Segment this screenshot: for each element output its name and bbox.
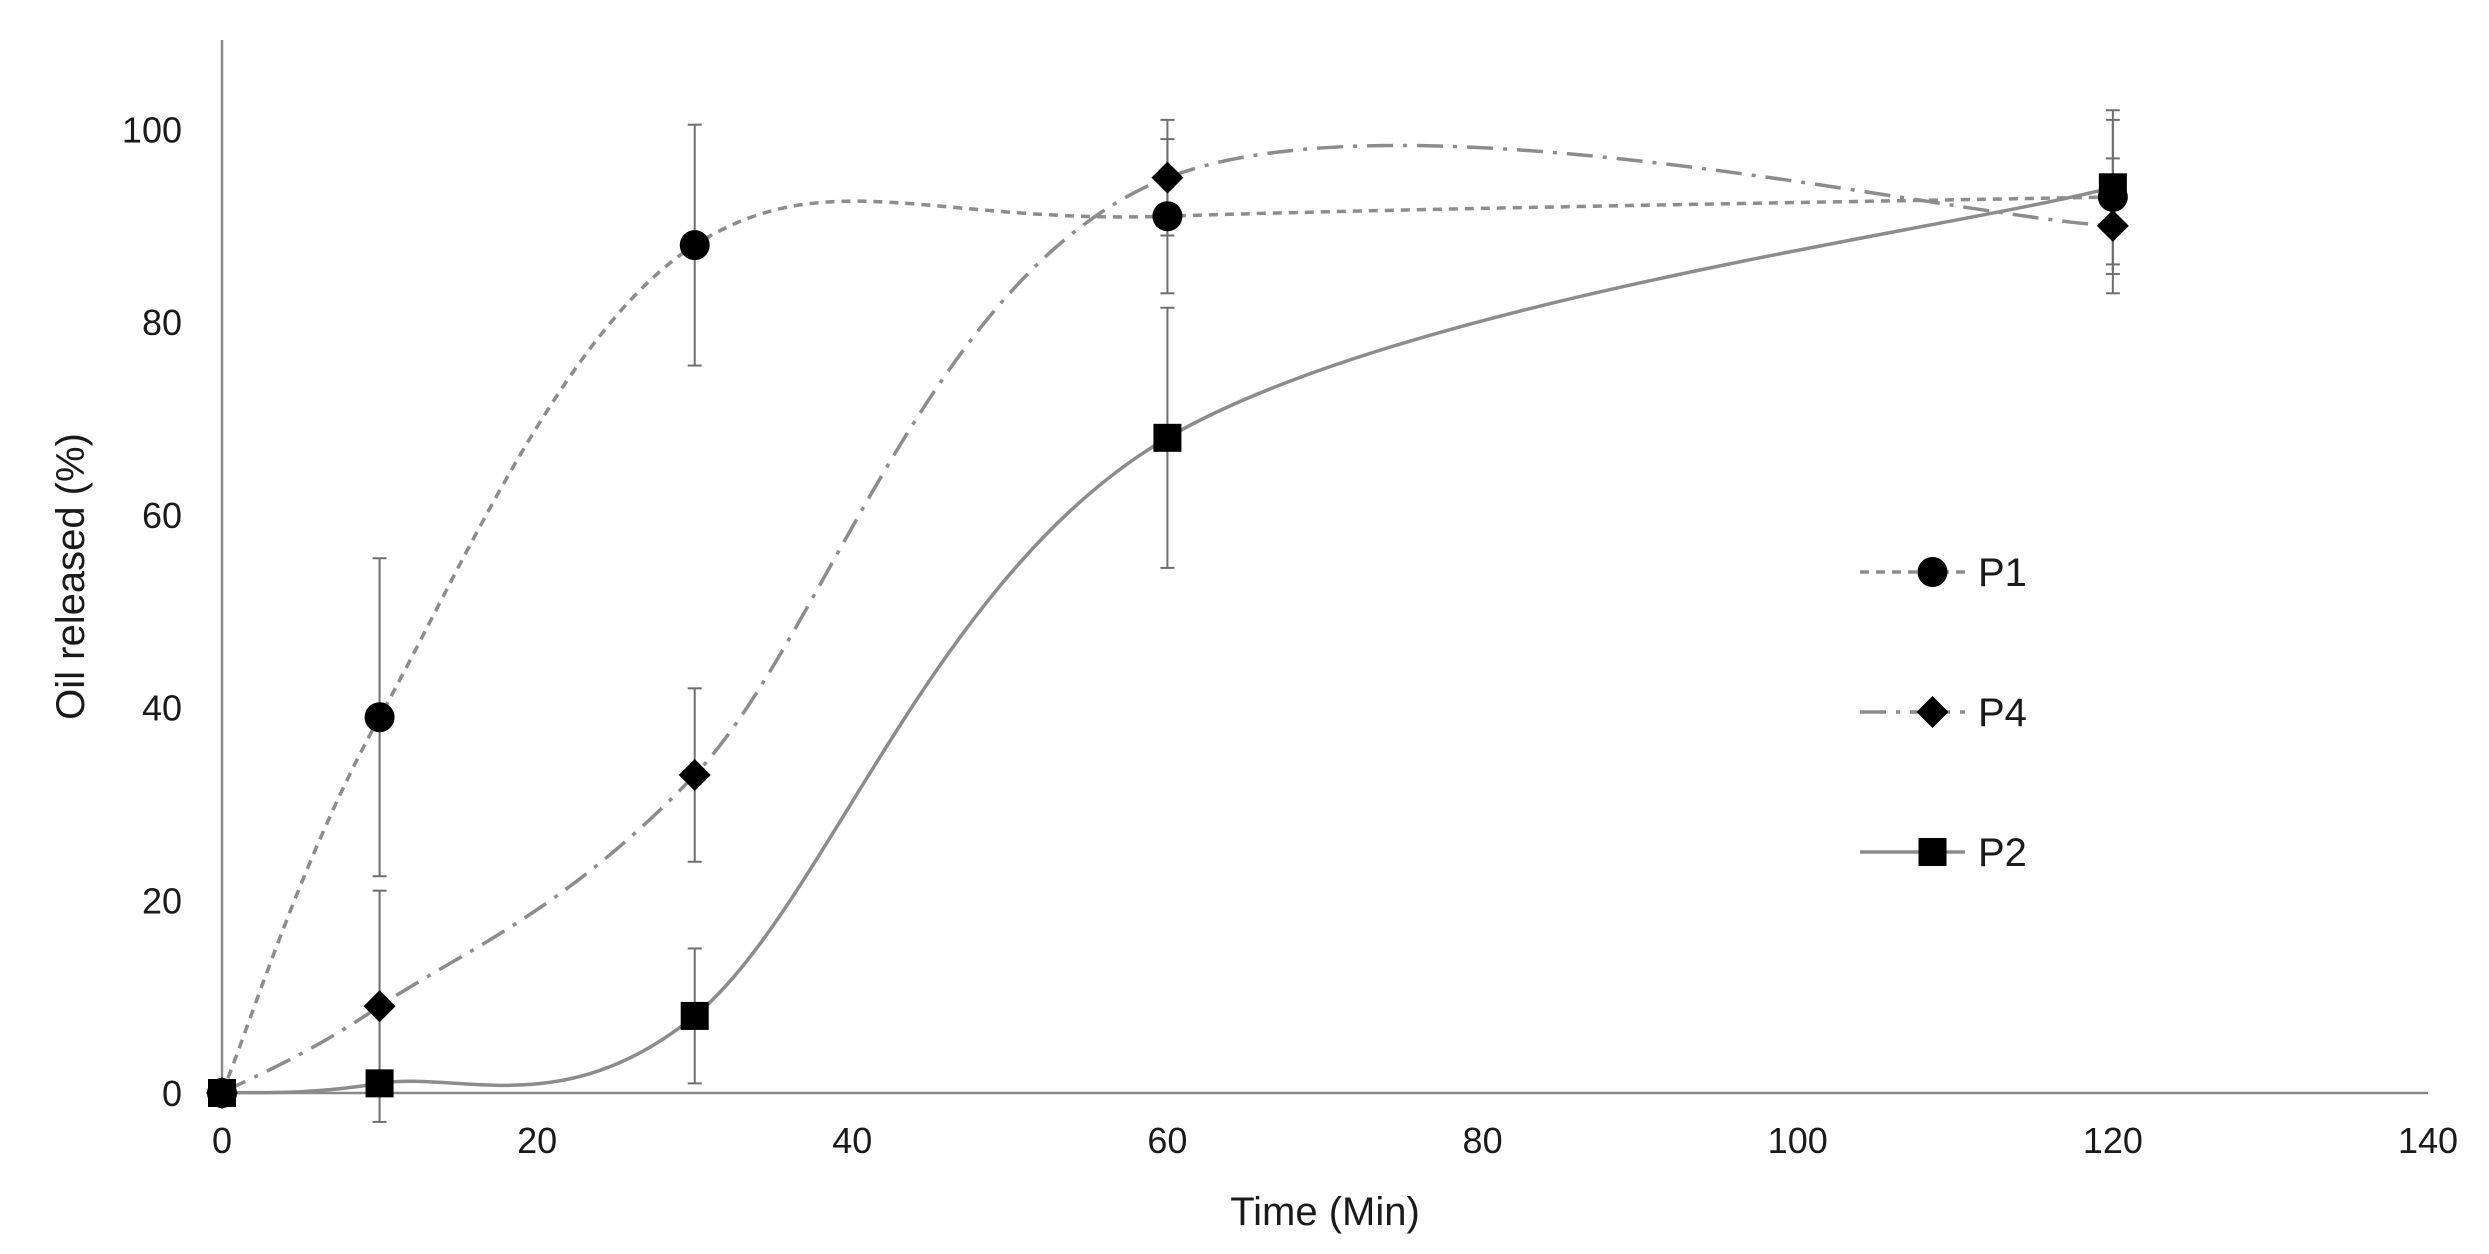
legend-label-p2: P2 <box>1978 831 2027 875</box>
x-tick-label: 100 <box>1768 1120 1828 1161</box>
y-tick-label: 20 <box>142 880 182 921</box>
data-point-p2 <box>208 1079 236 1107</box>
data-point-p2 <box>680 1001 709 1030</box>
data-point-p1 <box>364 702 395 733</box>
y-tick-label: 80 <box>142 302 182 343</box>
x-tick-label: 140 <box>2398 1120 2458 1161</box>
data-point-p1 <box>1152 201 1183 232</box>
tick-labels: 0 20 40 60 80 100 120 140 0 20 40 60 80 100 <box>122 110 2458 1162</box>
data-point-p1 <box>679 230 710 261</box>
y-axis-title: Oil released (%) <box>49 433 93 720</box>
x-tick-label: 20 <box>517 1120 557 1161</box>
data-point-p4 <box>363 990 396 1023</box>
series-line-p4 <box>221 143 2113 1095</box>
data-point-p2 <box>365 1069 394 1098</box>
legend-label-p1: P1 <box>1978 551 2027 595</box>
series-markers <box>206 161 2129 1109</box>
y-tick-label: 60 <box>142 495 182 536</box>
legend: P1 P4 P2 <box>1860 551 2027 875</box>
data-point-p4 <box>1151 161 1184 194</box>
legend-marker-p1 <box>1917 557 1948 587</box>
legend-label-p4: P4 <box>1978 691 2027 735</box>
y-tick-label: 0 <box>162 1073 182 1114</box>
series-line-p1 <box>220 195 2113 1094</box>
x-axis-title: Time (Min) <box>1230 1190 1420 1234</box>
data-point-p4 <box>2096 209 2129 242</box>
x-tick-label: 40 <box>832 1120 872 1161</box>
y-tick-label: 40 <box>142 688 182 729</box>
axes <box>220 40 2428 1095</box>
data-point-p4 <box>678 759 711 792</box>
data-point-p2 <box>2098 173 2127 202</box>
error-bars <box>372 109 2120 1123</box>
legend-marker-p4 <box>1916 696 1949 728</box>
legend-marker-p2 <box>1918 838 1947 866</box>
data-point-p2 <box>1153 423 1182 452</box>
x-tick-label: 0 <box>212 1120 232 1161</box>
x-tick-label: 80 <box>1463 1120 1503 1161</box>
x-tick-label: 60 <box>1147 1120 1187 1161</box>
x-tick-label: 120 <box>2083 1120 2143 1161</box>
y-tick-label: 100 <box>122 110 182 151</box>
